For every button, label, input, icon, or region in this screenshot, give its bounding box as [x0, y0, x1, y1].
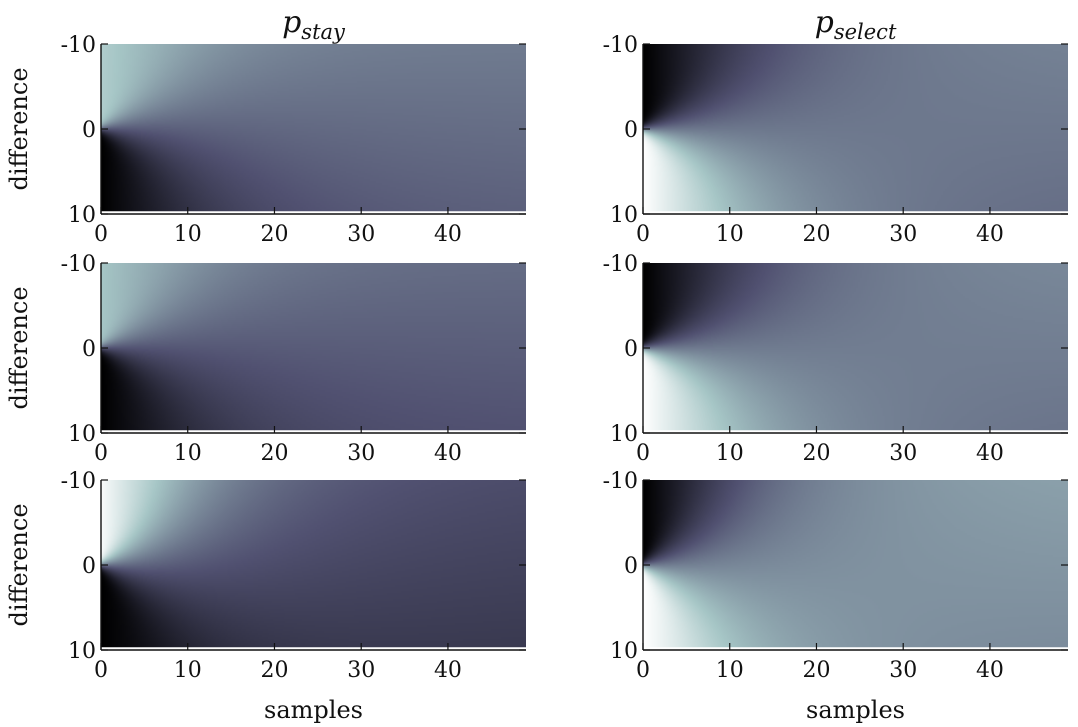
column-title: pstay [282, 5, 346, 44]
y-tick-label: -10 [61, 469, 96, 494]
y-tick-label: 10 [610, 639, 638, 664]
x-tick-label: 0 [636, 658, 650, 683]
x-axis-label: samples [264, 696, 363, 724]
y-tick-label: 0 [624, 554, 638, 579]
x-tick-label: 20 [260, 658, 288, 683]
title-subscript: stay [301, 20, 346, 44]
y-tick-label: 0 [624, 337, 638, 362]
y-tick-label: 0 [82, 118, 96, 143]
x-tick-label: 30 [889, 222, 917, 247]
x-tick-label: 10 [716, 658, 744, 683]
x-tick-label: 40 [976, 222, 1004, 247]
y-tick-label: -10 [603, 469, 638, 494]
y-tick-label: -10 [603, 252, 638, 277]
y-tick-label: -10 [603, 33, 638, 58]
y-tick-label: 10 [68, 639, 96, 664]
x-tick-label: 20 [260, 222, 288, 247]
x-tick-label: 30 [889, 658, 917, 683]
x-tick-label: 20 [802, 222, 830, 247]
y-tick-label: -10 [61, 252, 96, 277]
x-tick-label: 10 [174, 441, 202, 466]
x-tick-label: 20 [802, 441, 830, 466]
y-tick-label: 0 [624, 118, 638, 143]
x-tick-label: 40 [434, 658, 462, 683]
y-tick-label: -10 [61, 33, 96, 58]
x-tick-label: 40 [976, 658, 1004, 683]
heatmap-image [101, 44, 526, 214]
x-tick-label: 30 [347, 441, 375, 466]
heatmap-image [101, 263, 526, 433]
title-base: p [815, 5, 834, 40]
x-tick-label: 0 [94, 222, 108, 247]
x-tick-label: 0 [94, 658, 108, 683]
title-base: p [282, 5, 301, 40]
x-tick-label: 10 [716, 222, 744, 247]
x-tick-label: 40 [434, 222, 462, 247]
heatmap-image [643, 263, 1068, 433]
y-axis-label: difference [5, 286, 33, 409]
heatmap-image [101, 480, 526, 650]
x-tick-label: 0 [94, 441, 108, 466]
y-tick-label: 0 [82, 337, 96, 362]
y-tick-label: 10 [68, 422, 96, 447]
x-tick-label: 20 [260, 441, 288, 466]
heatmap-image [643, 480, 1068, 650]
x-tick-label: 0 [636, 222, 650, 247]
x-tick-label: 30 [347, 222, 375, 247]
x-tick-label: 10 [174, 658, 202, 683]
y-tick-label: 10 [68, 203, 96, 228]
y-tick-label: 0 [82, 554, 96, 579]
x-tick-label: 20 [802, 658, 830, 683]
x-tick-label: 0 [636, 441, 650, 466]
x-axis-label: samples [806, 696, 905, 724]
heatmap-image [643, 44, 1068, 214]
column-title: pselect [815, 5, 897, 44]
title-subscript: select [834, 20, 897, 44]
y-axis-label: difference [5, 503, 33, 626]
x-tick-label: 40 [976, 441, 1004, 466]
x-tick-label: 10 [716, 441, 744, 466]
x-tick-label: 30 [347, 658, 375, 683]
y-tick-label: 10 [610, 203, 638, 228]
x-tick-label: 40 [434, 441, 462, 466]
y-tick-label: 10 [610, 422, 638, 447]
x-tick-label: 10 [174, 222, 202, 247]
x-tick-label: 30 [889, 441, 917, 466]
y-axis-label: difference [5, 67, 33, 190]
